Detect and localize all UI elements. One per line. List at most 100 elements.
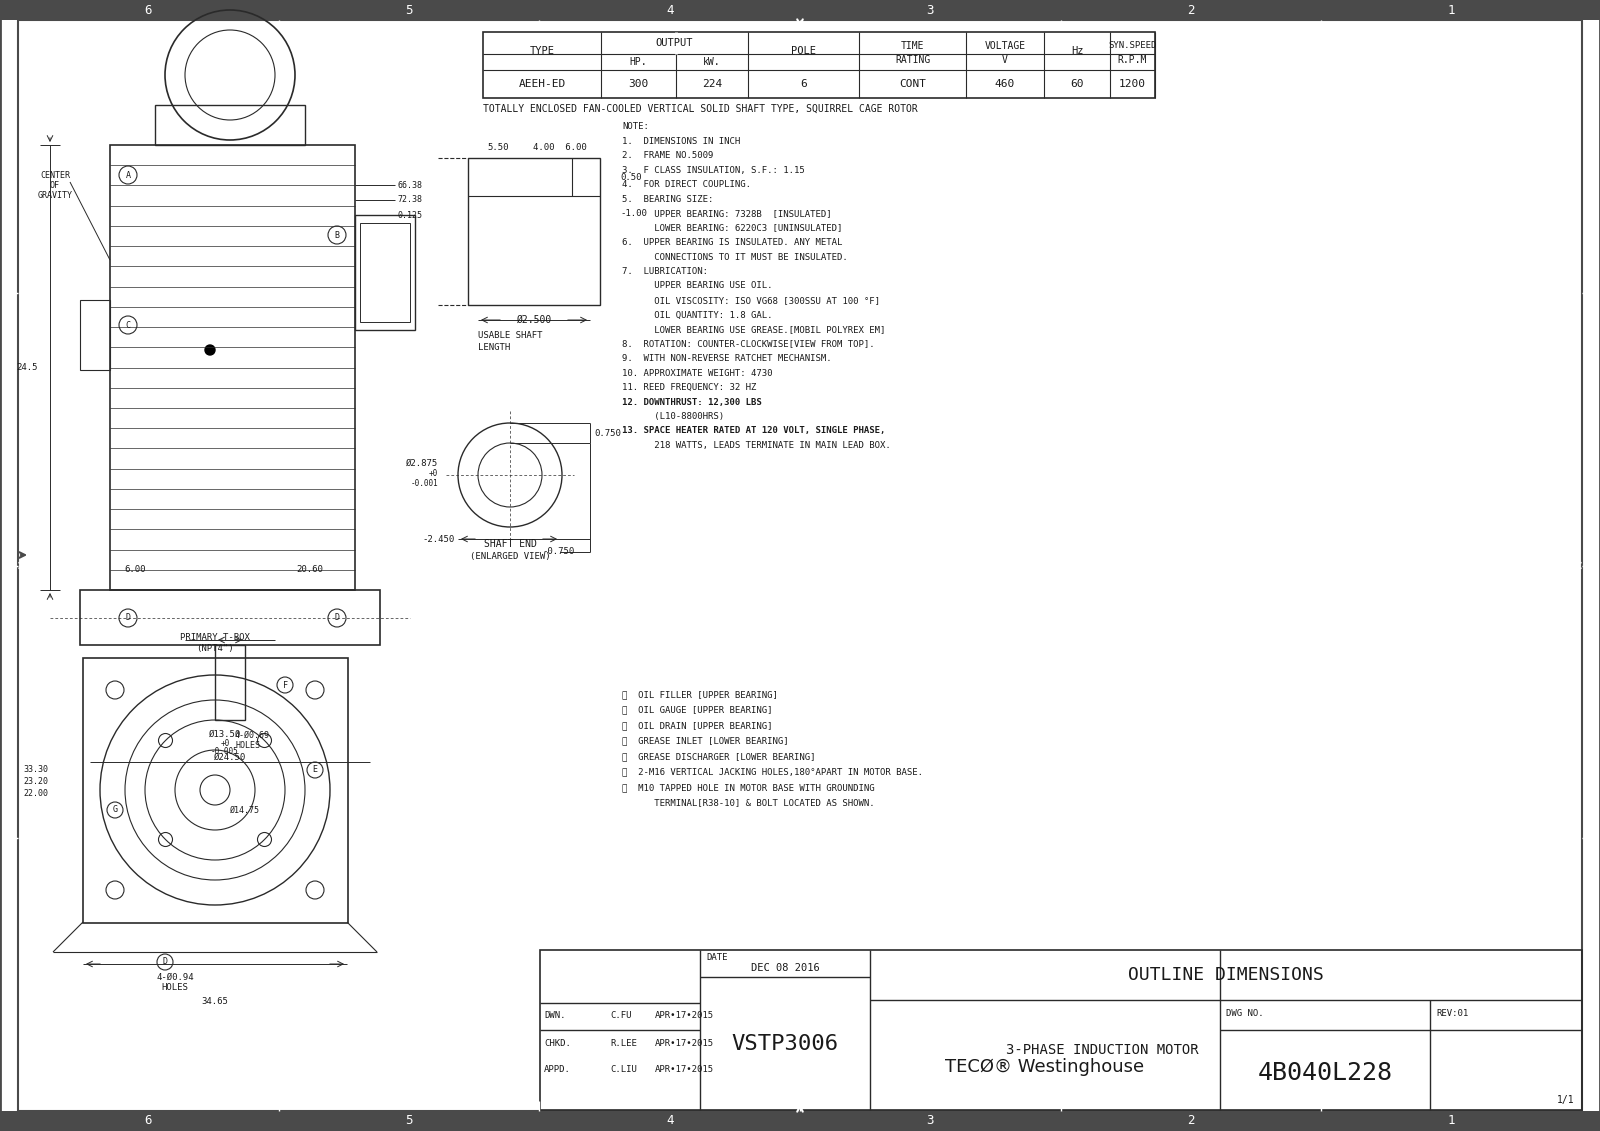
Text: TECØ® Westinghouse: TECØ® Westinghouse	[946, 1057, 1144, 1076]
Text: AEEH-ED: AEEH-ED	[518, 79, 566, 89]
Text: DWG NO.: DWG NO.	[1226, 1009, 1264, 1018]
Text: -2.450: -2.450	[422, 535, 454, 544]
Text: A: A	[5, 968, 13, 981]
Text: B: B	[1587, 696, 1595, 708]
Text: 3.  F CLASS INSULATION, S.F.: 1.15: 3. F CLASS INSULATION, S.F.: 1.15	[622, 165, 805, 174]
Bar	[110, 145, 355, 590]
Text: 3-PHASE INDUCTION MOTOR: 3-PHASE INDUCTION MOTOR	[1006, 1043, 1198, 1057]
Text: APR•17•2015: APR•17•2015	[654, 1038, 714, 1047]
Text: UPPER BEARING USE OIL.: UPPER BEARING USE OIL.	[622, 282, 773, 291]
Text: 5: 5	[405, 5, 413, 17]
Text: 8.  ROTATION: COUNTER-CLOCKWISE[VIEW FROM TOP].: 8. ROTATION: COUNTER-CLOCKWISE[VIEW FROM…	[622, 339, 875, 348]
Text: (L10-8800HRS): (L10-8800HRS)	[622, 412, 725, 421]
Text: 7.  LUBRICATION:: 7. LUBRICATION:	[622, 267, 707, 276]
Text: 4-Ø0.94: 4-Ø0.94	[157, 973, 194, 982]
Text: LOWER BEARING: 6220C3 [UNINSULATED]: LOWER BEARING: 6220C3 [UNINSULATED]	[622, 224, 842, 233]
Text: kW.: kW.	[702, 57, 722, 67]
Text: -1.00: -1.00	[621, 208, 646, 217]
Text: REV:01: REV:01	[1435, 1009, 1469, 1018]
Text: 5: 5	[405, 1114, 413, 1128]
Text: POLE: POLE	[790, 46, 816, 57]
Text: VOLTAGE: VOLTAGE	[984, 41, 1026, 51]
Text: +0: +0	[429, 468, 438, 477]
Text: TERMINAL[R38-10] & BOLT LOCATED AS SHOWN.: TERMINAL[R38-10] & BOLT LOCATED AS SHOWN…	[622, 798, 875, 808]
Text: Ⓑ  OIL GAUGE [UPPER BEARING]: Ⓑ OIL GAUGE [UPPER BEARING]	[622, 706, 773, 715]
Text: APPD.: APPD.	[544, 1065, 571, 1074]
Text: ⓓ  GREASE INLET [LOWER BEARING]: ⓓ GREASE INLET [LOWER BEARING]	[622, 736, 789, 745]
Text: 34.65: 34.65	[202, 998, 229, 1007]
Text: C.FU: C.FU	[610, 1011, 632, 1020]
Text: Ø13.50: Ø13.50	[210, 729, 242, 739]
Text: 1: 1	[1448, 1114, 1456, 1128]
Text: NOTE:: NOTE:	[622, 122, 650, 131]
Text: (NPT4"): (NPT4")	[197, 644, 234, 653]
Text: OUTPUT: OUTPUT	[656, 38, 693, 48]
Text: 1.  DIMENSIONS IN INCH: 1. DIMENSIONS IN INCH	[622, 137, 741, 146]
Text: 72.38: 72.38	[397, 196, 422, 205]
Text: 13. SPACE HEATER RATED AT 120 VOLT, SINGLE PHASE,: 13. SPACE HEATER RATED AT 120 VOLT, SING…	[622, 426, 885, 435]
Text: HP.: HP.	[630, 57, 648, 67]
Text: -0.005: -0.005	[211, 748, 238, 757]
Text: -0.001: -0.001	[410, 478, 438, 487]
Text: OIL VISCOSITY: ISO VG68 [300SSU AT 100 °F]: OIL VISCOSITY: ISO VG68 [300SSU AT 100 °…	[622, 296, 880, 305]
Text: 3: 3	[926, 5, 934, 17]
Text: LENGTH: LENGTH	[478, 343, 510, 352]
Text: V: V	[1002, 55, 1008, 64]
Text: TIME: TIME	[901, 41, 925, 51]
Text: 20.60: 20.60	[296, 566, 323, 575]
Text: Ø24.50: Ø24.50	[214, 753, 246, 762]
Text: 66.38: 66.38	[397, 181, 422, 190]
Bar	[80, 590, 381, 645]
Text: CENTER: CENTER	[40, 171, 70, 180]
Text: Ø2.875: Ø2.875	[406, 458, 438, 467]
Text: D: D	[1587, 150, 1595, 163]
Text: HOLES: HOLES	[235, 742, 259, 751]
Text: 2: 2	[1187, 1114, 1195, 1128]
Bar	[355, 215, 414, 330]
Text: UPPER BEARING: 7328B  [INSULATED]: UPPER BEARING: 7328B [INSULATED]	[622, 209, 832, 218]
Text: 4: 4	[666, 5, 674, 17]
Bar	[214, 645, 245, 720]
Text: TOTALLY ENCLOSED FAN-COOLED VERTICAL SOLID SHAFT TYPE, SQUIRREL CAGE ROTOR: TOTALLY ENCLOSED FAN-COOLED VERTICAL SOL…	[483, 104, 918, 114]
Text: 33.30: 33.30	[22, 766, 48, 775]
Text: CHKD.: CHKD.	[544, 1038, 571, 1047]
Text: 4: 4	[666, 1114, 674, 1128]
Text: Ø14.75: Ø14.75	[230, 805, 259, 814]
Text: Ⓒ  OIL DRAIN [UPPER BEARING]: Ⓒ OIL DRAIN [UPPER BEARING]	[622, 720, 773, 729]
Text: VSTP3006: VSTP3006	[731, 1034, 838, 1053]
Bar	[0, 0, 1600, 20]
Bar	[467, 158, 600, 305]
Text: 1/1: 1/1	[1557, 1095, 1574, 1105]
Text: 4.00  6.00: 4.00 6.00	[533, 144, 587, 153]
Text: 218 WATTS, LEADS TERMINATE IN MAIN LEAD BOX.: 218 WATTS, LEADS TERMINATE IN MAIN LEAD …	[622, 441, 891, 450]
Text: OIL QUANTITY: 1.8 GAL.: OIL QUANTITY: 1.8 GAL.	[622, 311, 773, 319]
Text: 1200: 1200	[1118, 79, 1146, 89]
Text: B: B	[5, 696, 13, 708]
Bar	[155, 105, 306, 145]
Text: USABLE SHAFT: USABLE SHAFT	[478, 330, 542, 339]
Text: PRIMARY T-BOX: PRIMARY T-BOX	[181, 633, 250, 642]
Text: 11. REED FREQUENCY: 32 HZ: 11. REED FREQUENCY: 32 HZ	[622, 383, 757, 392]
Text: OF: OF	[50, 181, 61, 190]
Text: DWN.: DWN.	[544, 1011, 565, 1020]
Text: A: A	[125, 171, 131, 180]
Text: Ø2.500: Ø2.500	[517, 316, 552, 325]
Text: CONT: CONT	[899, 79, 926, 89]
Text: C: C	[1587, 423, 1595, 435]
Text: 224: 224	[702, 79, 722, 89]
Text: ⓔ  GREASE DISCHARGER [LOWER BEARING]: ⓔ GREASE DISCHARGER [LOWER BEARING]	[622, 752, 816, 761]
Text: TYPE: TYPE	[530, 46, 555, 57]
Text: 4B040L228: 4B040L228	[1258, 1061, 1392, 1085]
Text: ⓖ  M10 TAPPED HOLE IN MOTOR BASE WITH GROUNDING: ⓖ M10 TAPPED HOLE IN MOTOR BASE WITH GRO…	[622, 783, 875, 792]
Text: 6.00: 6.00	[125, 566, 146, 575]
Text: G: G	[112, 805, 117, 814]
Text: LOWER BEARING USE GREASE.[MOBIL POLYREX EM]: LOWER BEARING USE GREASE.[MOBIL POLYREX …	[622, 325, 885, 334]
Text: C: C	[5, 423, 13, 435]
Text: DATE: DATE	[706, 953, 728, 962]
Text: 5.50: 5.50	[488, 144, 509, 153]
Text: R.P.M: R.P.M	[1118, 55, 1147, 64]
Bar	[0, 1111, 1600, 1131]
Text: 4-Ø0.69: 4-Ø0.69	[235, 731, 270, 740]
Text: D: D	[125, 613, 131, 622]
Text: D: D	[163, 958, 168, 967]
